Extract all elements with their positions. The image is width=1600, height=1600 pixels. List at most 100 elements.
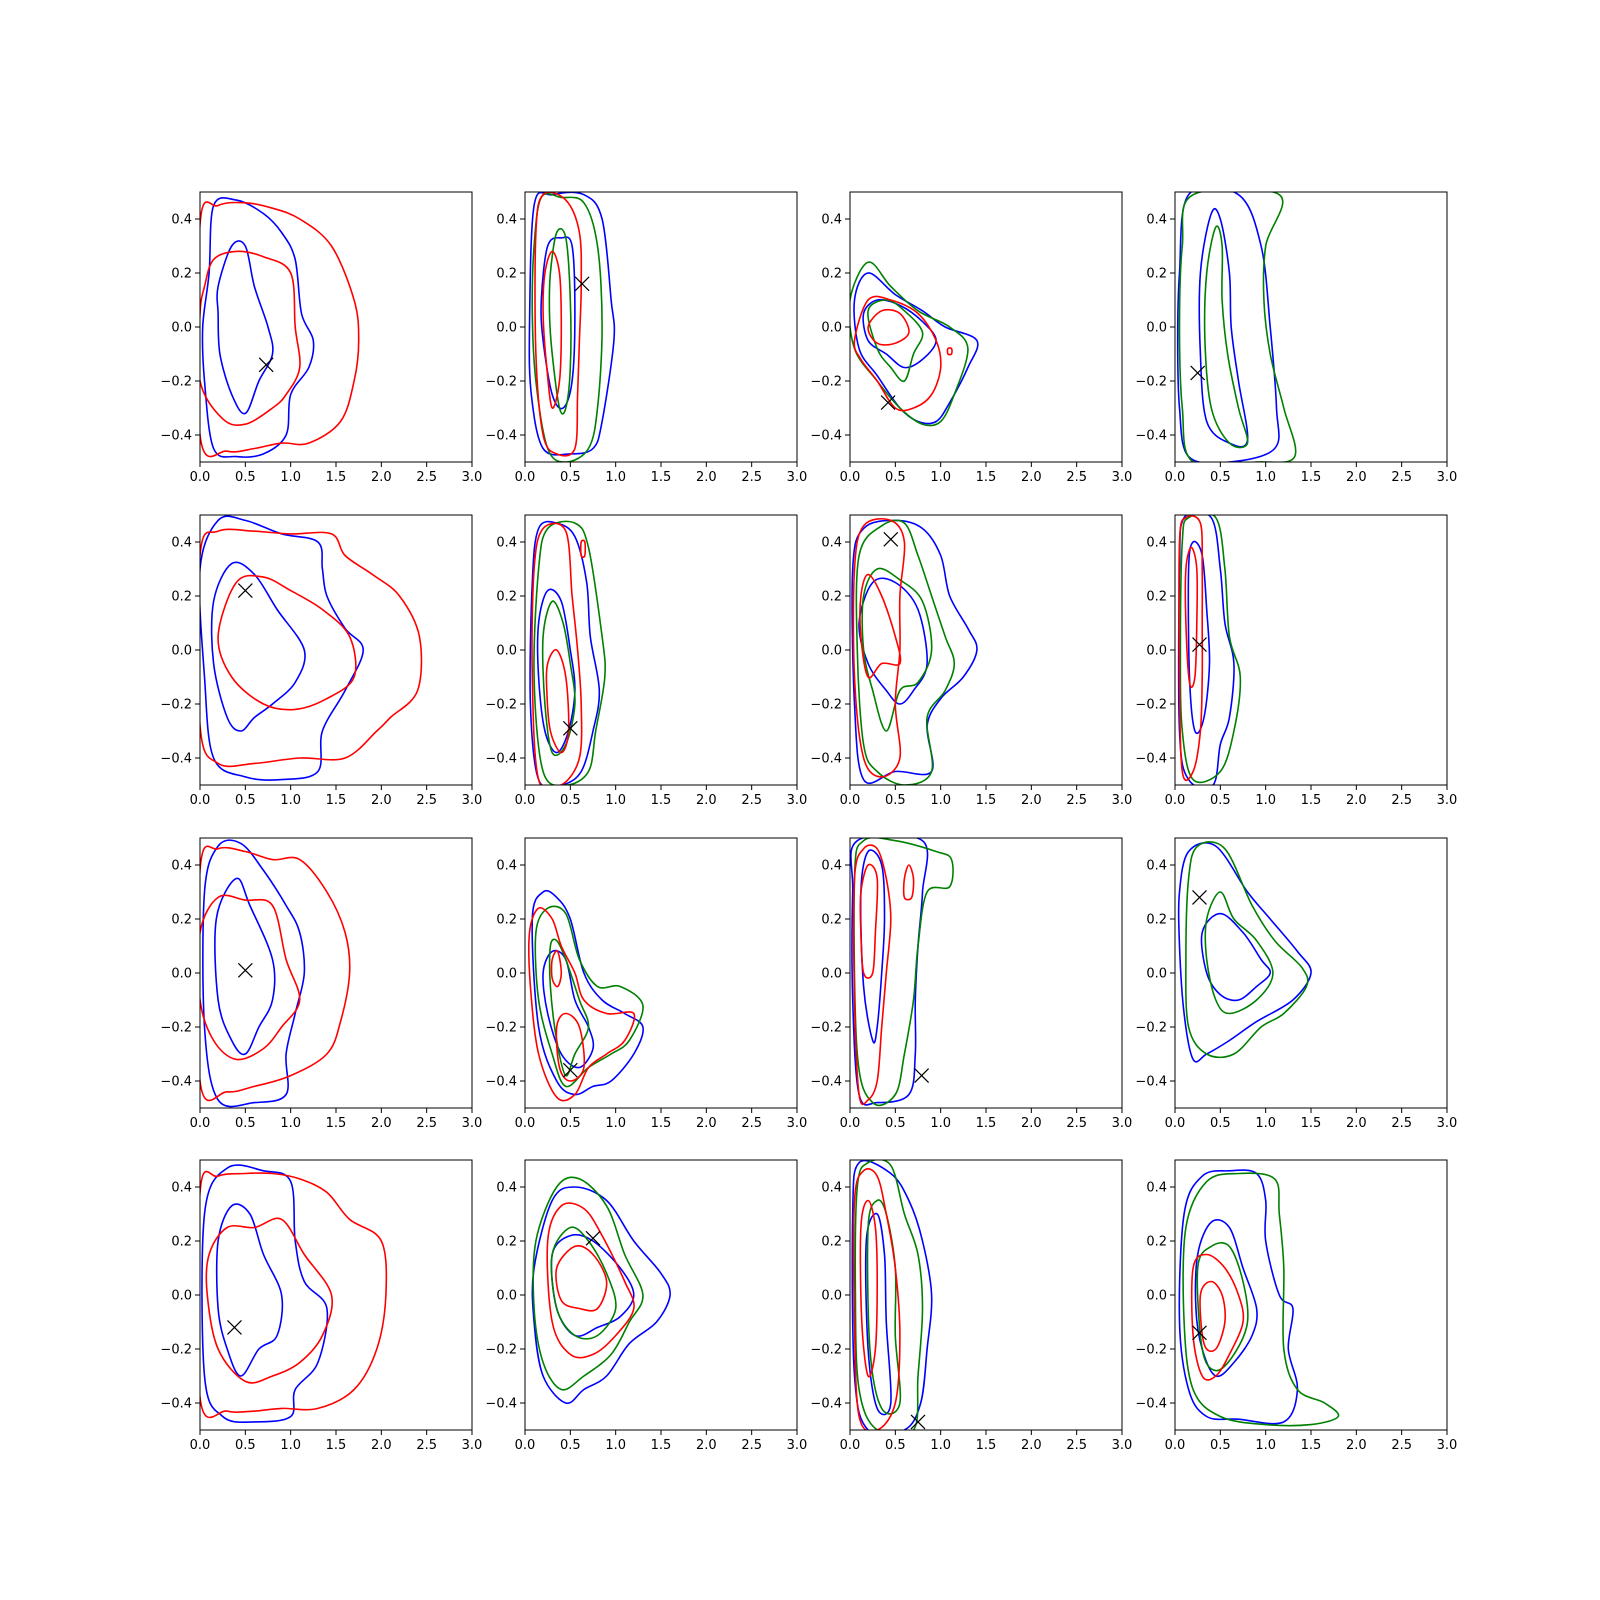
contour-blue <box>862 298 937 369</box>
y-tick-label: 0.0 <box>821 967 842 982</box>
y-tick-label: 0.2 <box>1146 1235 1167 1250</box>
contour-red <box>859 1199 879 1378</box>
x-tick-label: 1.0 <box>1255 1438 1276 1453</box>
x-tick-label: 2.0 <box>371 793 392 808</box>
contour-red <box>217 574 357 711</box>
x-tick-label: 1.0 <box>280 1438 301 1453</box>
contour-red <box>200 845 351 1102</box>
x-tick-label: 2.5 <box>416 470 437 485</box>
x-tick-label: 0.5 <box>235 1438 256 1453</box>
y-tick-label: 0.2 <box>496 1235 517 1250</box>
x-tick-label: 2.0 <box>1021 793 1042 808</box>
x-tick-label: 0.5 <box>1210 793 1231 808</box>
contour-blue <box>214 877 276 1056</box>
x-tick-label: 3.0 <box>1437 793 1458 808</box>
x-tick-label: 1.0 <box>280 470 301 485</box>
x-marker <box>258 357 274 373</box>
contour-red <box>546 1202 635 1359</box>
plot-area <box>200 196 360 458</box>
y-tick-label: −0.4 <box>485 752 517 767</box>
y-tick-label: 0.0 <box>821 644 842 659</box>
x-tick-label: 3.0 <box>462 793 483 808</box>
contour-blue <box>1198 207 1249 448</box>
contour-red <box>902 864 915 901</box>
panel-r1-c1: 0.0 0.5 1.0 1.5 2.0 2.5 3.0 0.4 0.2 0.0 −0.2 −0.4 <box>485 514 807 808</box>
x-tick-label: 2.5 <box>1391 1116 1412 1131</box>
plot-area <box>200 839 351 1108</box>
y-tick-label: −0.2 <box>1135 698 1167 713</box>
panel-r3-c2: 0.0 0.5 1.0 1.5 2.0 2.5 3.0 0.4 0.2 0.0 −0.2 −0.4 <box>810 1159 1132 1453</box>
y-tick-label: 0.4 <box>171 213 192 228</box>
y-tick-label: 0.2 <box>821 1235 842 1250</box>
plot-area <box>528 889 644 1102</box>
y-tick-label: −0.4 <box>810 752 842 767</box>
y-tick-label: 0.4 <box>171 1181 192 1196</box>
plot-area <box>529 520 606 785</box>
y-tick-label: −0.2 <box>1135 1343 1167 1358</box>
contour-blue <box>531 889 644 1096</box>
plot-area <box>528 192 616 462</box>
x-tick-label: 3.0 <box>1437 1116 1458 1131</box>
y-tick-label: 0.2 <box>821 913 842 928</box>
y-tick-label: 0.0 <box>496 321 517 336</box>
x-tick-label: 2.0 <box>371 1116 392 1131</box>
x-tick-label: 2.0 <box>1021 1116 1042 1131</box>
x-tick-label: 1.5 <box>1301 793 1322 808</box>
x-tick-label: 1.5 <box>326 793 347 808</box>
x-tick-label: 2.5 <box>741 470 762 485</box>
plot-area <box>531 1176 671 1405</box>
contour-red <box>555 1245 608 1312</box>
contour-red <box>852 517 906 778</box>
x-tick-label: 1.0 <box>605 1116 626 1131</box>
x-tick-label: 1.0 <box>930 1116 951 1131</box>
x-tick-label: 2.5 <box>416 1116 437 1131</box>
axes-frame <box>199 1159 473 1431</box>
x-tick-label: 2.0 <box>371 470 392 485</box>
contour-red <box>200 1170 388 1419</box>
x-tick-label: 1.5 <box>1301 1438 1322 1453</box>
x-marker <box>910 1414 926 1430</box>
contour-green <box>1178 192 1297 462</box>
x-tick-label: 2.5 <box>741 1116 762 1131</box>
y-tick-label: −0.2 <box>485 698 517 713</box>
plot-area <box>1178 1169 1340 1427</box>
x-tick-label: 0.5 <box>235 470 256 485</box>
x-tick-label: 0.5 <box>885 1438 906 1453</box>
x-marker <box>914 1068 930 1084</box>
contour-red <box>853 295 942 412</box>
y-tick-label: −0.4 <box>810 1397 842 1412</box>
x-tick-label: 1.5 <box>326 1116 347 1131</box>
contour-green <box>1179 515 1242 784</box>
x-tick-label: 2.5 <box>416 1438 437 1453</box>
y-tick-label: 0.2 <box>171 913 192 928</box>
panel-r3-c1: 0.0 0.5 1.0 1.5 2.0 2.5 3.0 0.4 0.2 0.0 −0.2 −0.4 <box>485 1159 807 1453</box>
y-tick-label: 0.0 <box>496 644 517 659</box>
x-tick-label: 1.5 <box>976 470 997 485</box>
contour-red <box>550 950 563 988</box>
y-tick-label: −0.4 <box>1135 752 1167 767</box>
y-tick-label: −0.2 <box>485 375 517 390</box>
panel-r2-c2: 0.0 0.5 1.0 1.5 2.0 2.5 3.0 0.4 0.2 0.0 −0.2 −0.4 <box>810 837 1132 1131</box>
x-tick-label: 1.0 <box>1255 1116 1276 1131</box>
contour-blue <box>1187 540 1211 735</box>
x-tick-label: 0.5 <box>560 793 581 808</box>
contour-red <box>528 906 636 1102</box>
x-tick-label: 1.0 <box>605 470 626 485</box>
panel-r0-c1: 0.0 0.5 1.0 1.5 2.0 2.5 3.0 0.4 0.2 0.0 −0.2 −0.4 <box>485 191 807 485</box>
x-marker <box>1192 889 1207 905</box>
x-tick-label: 1.0 <box>930 793 951 808</box>
contour-green <box>541 600 576 757</box>
y-tick-label: 0.4 <box>496 1181 517 1196</box>
axes-frame <box>524 837 798 1109</box>
contour-green <box>1182 1172 1340 1427</box>
x-tick-label: 0.0 <box>190 1438 211 1453</box>
y-tick-label: 0.2 <box>171 1235 192 1250</box>
plot-area <box>850 838 954 1107</box>
y-tick-label: −0.4 <box>810 429 842 444</box>
y-tick-label: 0.4 <box>496 536 517 551</box>
y-tick-label: −0.4 <box>1135 1397 1167 1412</box>
panel-r3-c0: 0.0 0.5 1.0 1.5 2.0 2.5 3.0 0.4 0.2 0.0 −0.2 −0.4 <box>160 1159 482 1453</box>
contour-green <box>533 520 606 785</box>
x-tick-label: 2.0 <box>696 1438 717 1453</box>
y-tick-label: 0.2 <box>821 267 842 282</box>
